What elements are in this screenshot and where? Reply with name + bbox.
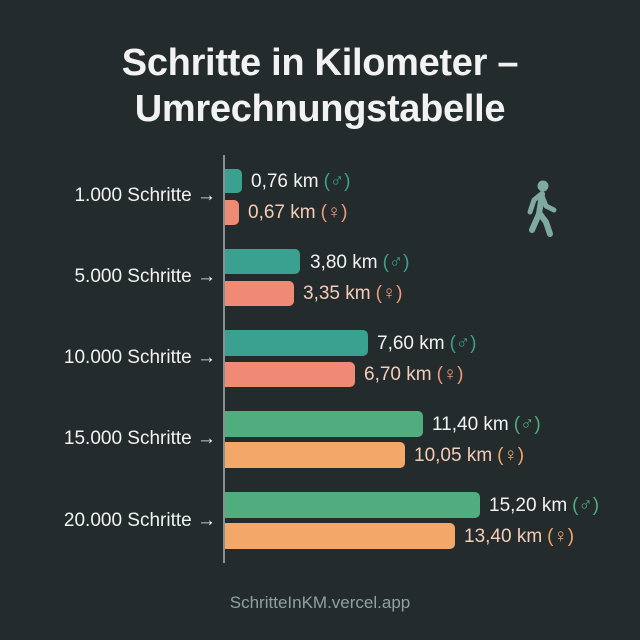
male-symbol: (♂) (513, 414, 541, 435)
value-female: 10,05 km (♀) (414, 445, 525, 466)
row-label: 20.000 Schritte → (63, 510, 216, 531)
female-symbol: (♀) (547, 526, 575, 547)
male-symbol: (♂) (382, 252, 410, 273)
title-line-2: Umrechnungstabelle (134, 88, 506, 130)
footer-url: SchritteInKM.vercel.app (229, 593, 411, 612)
chart-title: Schritte in Kilometer – Umrechnungstabel… (0, 40, 640, 132)
male-symbol: (♂) (323, 171, 351, 192)
bar-female (225, 362, 355, 387)
title-line-1: Schritte in Kilometer – (121, 42, 519, 84)
value-female: 3,35 km (♀) (303, 283, 403, 304)
bar-female (225, 442, 405, 468)
value-male: 7,60 km (♂) (377, 333, 477, 354)
bar-male (225, 411, 423, 437)
value-male: 3,80 km (♂) (310, 252, 410, 273)
male-symbol: (♂) (572, 495, 600, 516)
female-symbol: (♀) (320, 202, 348, 223)
male-symbol: (♂) (449, 333, 477, 354)
value-male: 15,20 km (♂) (489, 495, 600, 516)
value-female: 0,67 km (♀) (248, 202, 348, 223)
row-label: 15.000 Schritte → (63, 428, 216, 449)
value-female: 13,40 km (♀) (464, 526, 575, 547)
value-female: 6,70 km (♀) (364, 364, 464, 385)
row-label: 1.000 Schritte → (74, 185, 216, 206)
bar-female (225, 523, 455, 549)
value-male: 0,76 km (♂) (251, 171, 351, 192)
y-axis-line (223, 155, 225, 563)
female-symbol: (♀) (375, 283, 403, 304)
walking-person-icon (527, 180, 557, 237)
bar-male (225, 249, 300, 274)
bar-female (225, 281, 294, 306)
row-label: 10.000 Schritte → (63, 347, 216, 368)
row-label: 5.000 Schritte → (74, 266, 216, 287)
female-symbol: (♀) (436, 364, 464, 385)
value-male: 11,40 km (♂) (432, 414, 541, 435)
bar-male (225, 330, 368, 356)
bar-female (225, 200, 239, 225)
bar-male (225, 492, 480, 518)
female-symbol: (♀) (497, 445, 525, 466)
bar-male (225, 169, 242, 193)
